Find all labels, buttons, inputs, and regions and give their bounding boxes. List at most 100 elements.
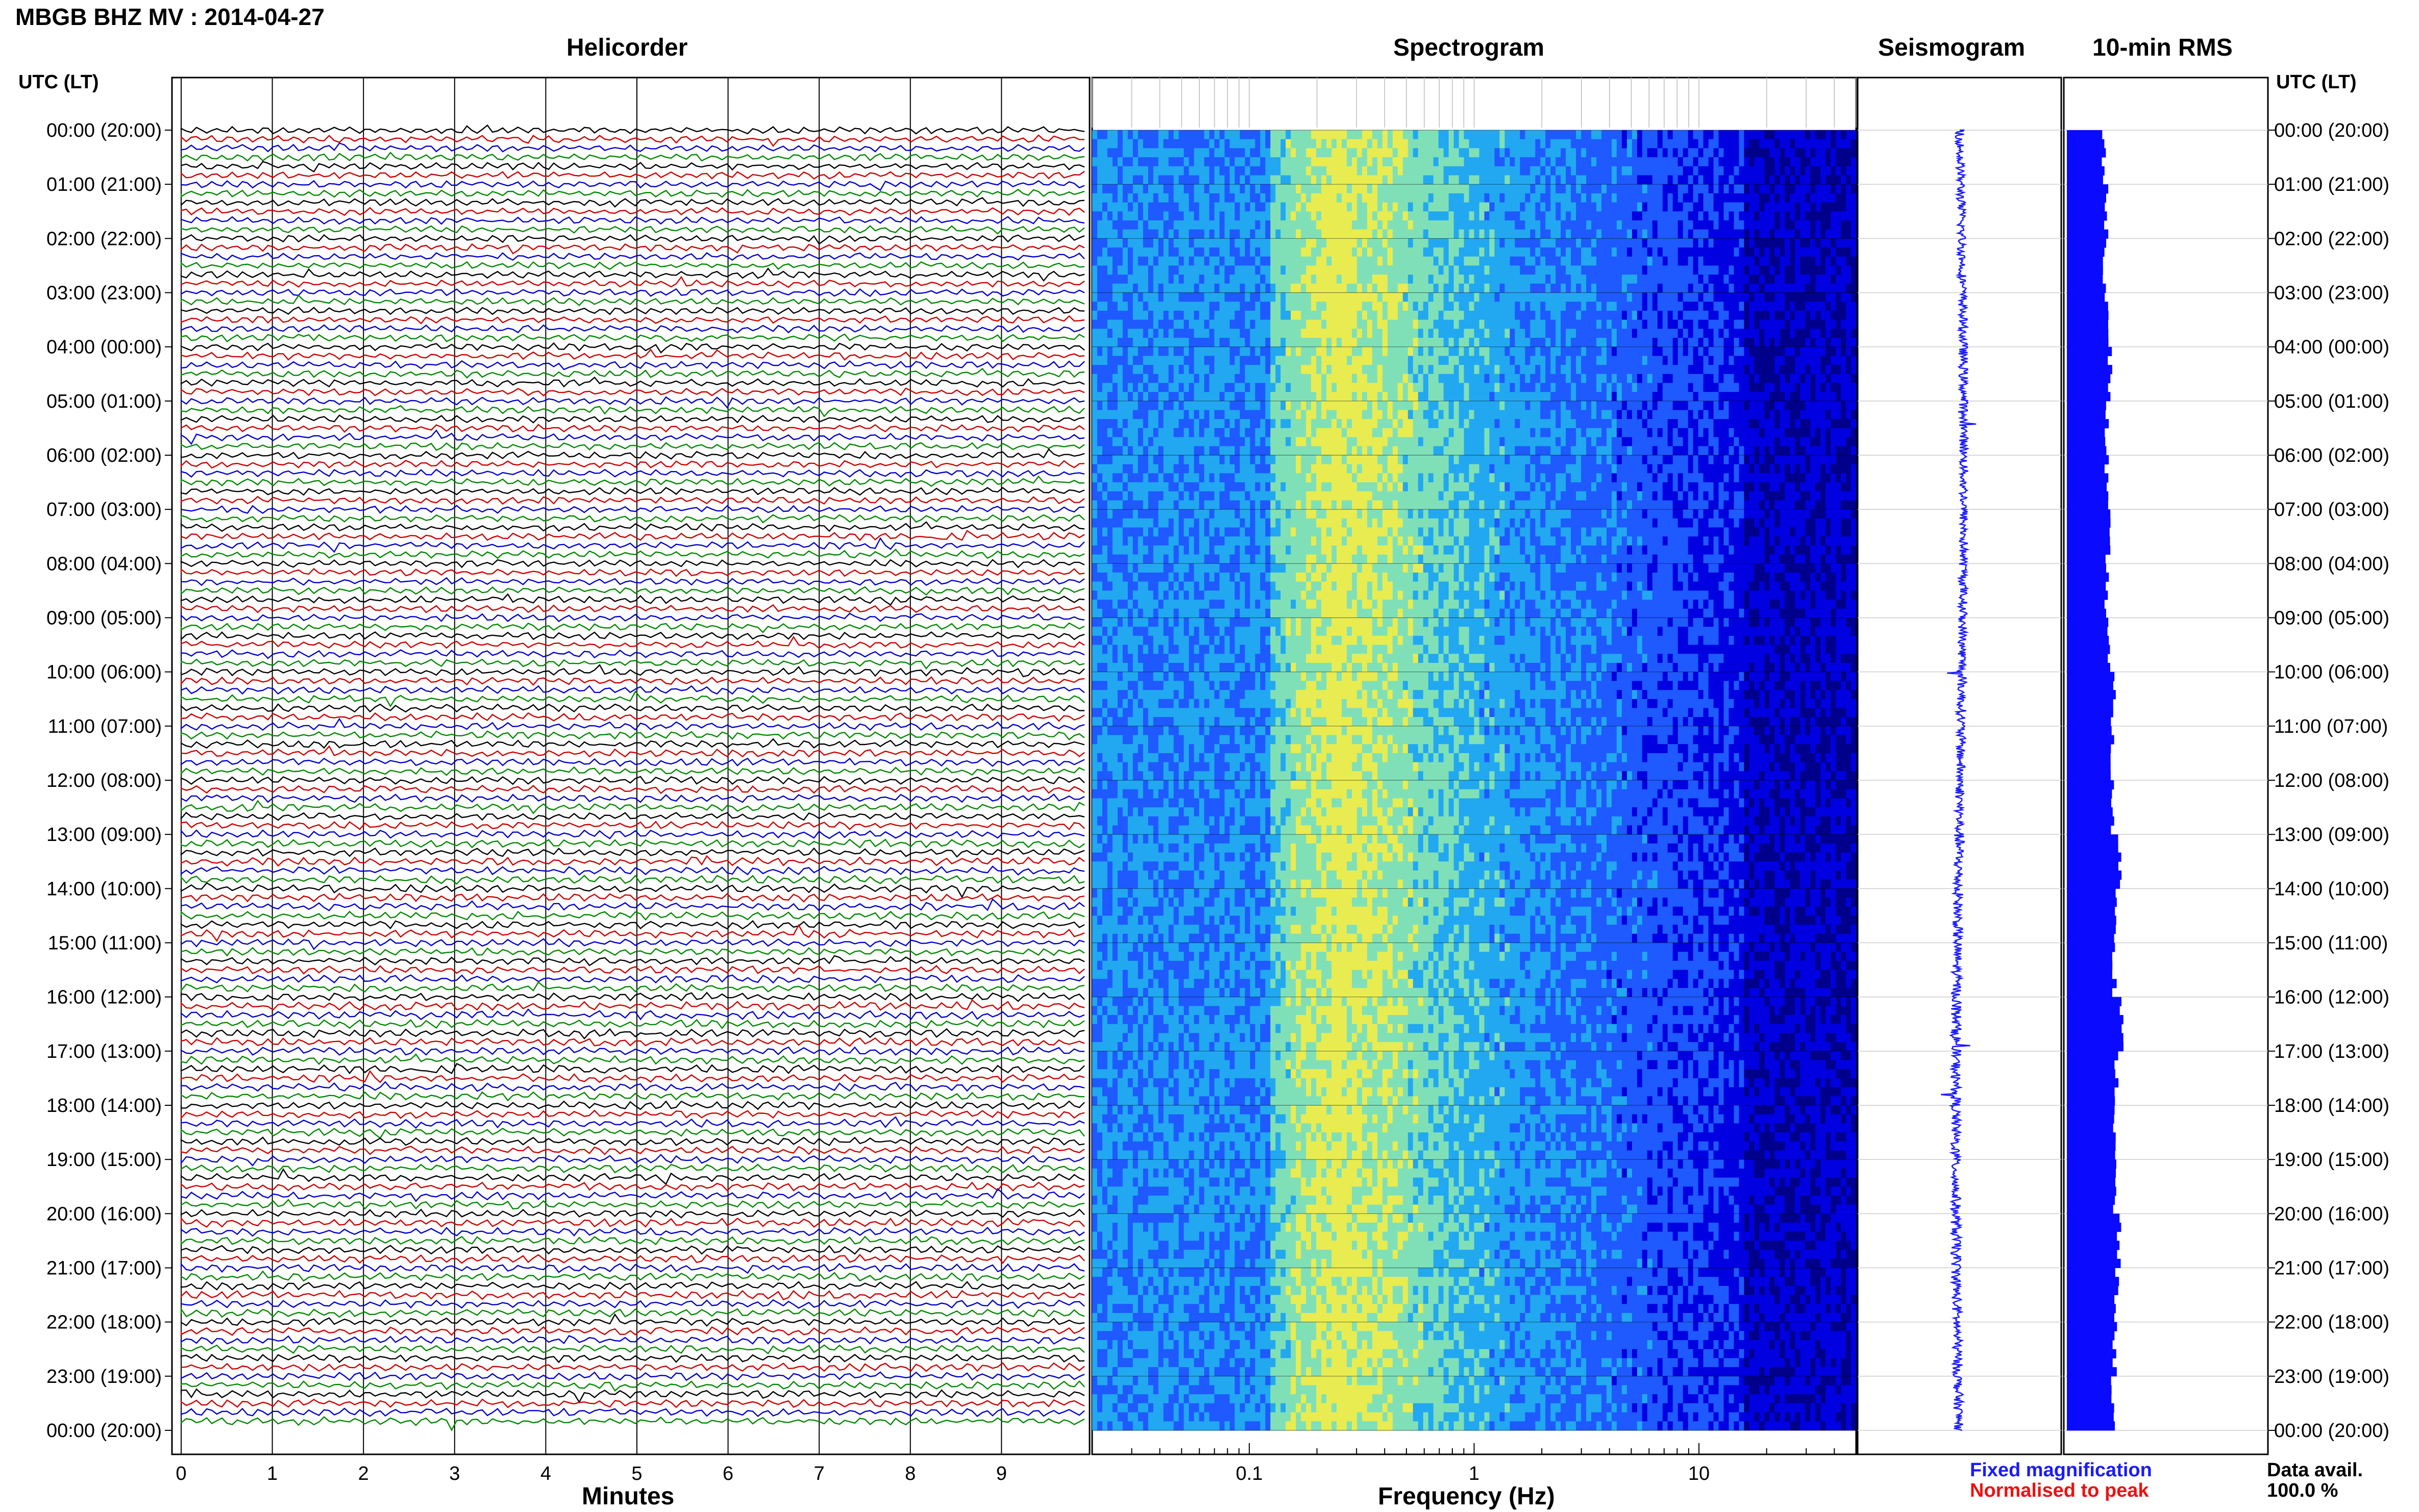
time-label-left: 02:00 (22:00) — [46, 228, 162, 250]
helicorder-trace — [181, 1219, 1084, 1227]
helicorder-trace — [181, 1155, 1084, 1166]
rms-bar — [2067, 925, 2116, 934]
time-label-right: 22:00 (18:00) — [2274, 1312, 2389, 1333]
rms-bar — [2067, 645, 2110, 654]
minute-tick-label: 0 — [176, 1463, 186, 1484]
helicorder-trace — [181, 1020, 1084, 1028]
helicorder-trace — [181, 632, 1084, 640]
time-label-left: 08:00 (04:00) — [46, 553, 162, 575]
rms-bar — [2067, 437, 2105, 447]
rms-bar — [2067, 1196, 2115, 1205]
rms-bar — [2067, 609, 2106, 618]
rms-bar — [2067, 176, 2103, 185]
helicorder-trace — [181, 497, 1084, 504]
time-label-left: 12:00 (08:00) — [46, 770, 162, 791]
rms-bar — [2067, 1213, 2119, 1223]
helicorder-trace — [181, 1291, 1084, 1300]
minute-tick-label: 7 — [814, 1463, 825, 1484]
helicorder-trace — [181, 637, 1084, 648]
helicorder-trace — [181, 1101, 1084, 1109]
helicorder-trace — [181, 665, 1084, 677]
rms-bar — [2067, 1313, 2114, 1322]
helicorder-trace — [181, 677, 1084, 685]
time-label-right: 19:00 (15:00) — [2274, 1149, 2389, 1171]
helicorder-trace — [181, 578, 1084, 585]
helicorder-trace — [181, 171, 1084, 179]
helicorder-trace — [181, 883, 1084, 898]
helicorder-trace — [181, 758, 1084, 766]
helicorder-trace — [181, 1236, 1084, 1245]
rms-bar — [2067, 1169, 2116, 1178]
helicorder-trace — [181, 785, 1084, 793]
rms-bar — [2067, 1178, 2115, 1187]
helicorder-trace — [181, 226, 1084, 234]
helicorder-trace — [181, 839, 1084, 848]
time-label-right: 06:00 (02:00) — [2274, 445, 2389, 466]
helicorder-trace — [181, 431, 1084, 444]
time-label-right: 01:00 (21:00) — [2274, 174, 2389, 195]
helicorder-trace — [181, 993, 1084, 1001]
rms-bar — [2067, 374, 2110, 383]
helicorder-trace — [181, 461, 1084, 468]
rms-bar — [2067, 600, 2105, 609]
time-label-left: 07:00 (03:00) — [46, 499, 162, 520]
helicorder-trace — [181, 350, 1084, 360]
rms-bar — [2067, 888, 2116, 898]
rms-bar — [2067, 970, 2112, 979]
helicorder-trace — [181, 1372, 1084, 1380]
rms-bar — [2067, 853, 2121, 862]
time-label-left: 10:00 (06:00) — [46, 662, 162, 683]
frequency-tick-label: 0.1 — [1236, 1463, 1263, 1484]
rms-bar — [2067, 834, 2118, 844]
helicorder-trace — [181, 1255, 1084, 1263]
time-label-right: 08:00 (04:00) — [2274, 553, 2389, 575]
time-label-left: 11:00 (07:00) — [48, 716, 162, 737]
minute-tick-label: 1 — [267, 1463, 278, 1484]
rms-bar — [2067, 798, 2111, 807]
helicorder-trace — [181, 368, 1084, 378]
helicorder-trace — [181, 719, 1084, 730]
rms-bar — [2067, 627, 2108, 636]
rms-bar — [2067, 1376, 2111, 1385]
helicorder-trace — [181, 1071, 1084, 1082]
rms-bar — [2067, 247, 2105, 257]
helicorder-trace — [181, 1170, 1084, 1184]
helicorder-trace — [181, 1417, 1084, 1430]
time-label-right: 20:00 (16:00) — [2274, 1203, 2389, 1225]
rms-bar — [2067, 1114, 2114, 1124]
rms-bar — [2067, 1051, 2118, 1060]
rms-bar — [2067, 1403, 2114, 1412]
rms-bar — [2067, 157, 2102, 166]
helicorder-trace — [181, 594, 1084, 605]
rms-bar — [2067, 1412, 2114, 1422]
helicorder-trace — [181, 1029, 1084, 1038]
helicorder-trace — [181, 1282, 1084, 1290]
helicorder-trace — [181, 1164, 1084, 1173]
rms-bar — [2067, 536, 2110, 546]
rms-bar — [2067, 915, 2116, 925]
helicorder-trace — [181, 515, 1084, 523]
minute-tick-label: 3 — [449, 1463, 460, 1484]
rms-bar — [2067, 1358, 2113, 1367]
rms-bar — [2067, 211, 2107, 220]
time-label-left: 16:00 (12:00) — [46, 987, 162, 1008]
rms-bar — [2067, 555, 2106, 564]
helicorder-trace — [181, 415, 1084, 423]
rms-bar — [2067, 1385, 2112, 1395]
rms-bar — [2067, 1340, 2113, 1349]
helicorder-trace — [181, 469, 1084, 477]
helicorder-trace — [181, 587, 1084, 595]
helicorder-trace — [181, 1000, 1084, 1010]
helicorder-trace — [181, 325, 1084, 333]
rms-bar — [2067, 1205, 2113, 1214]
helicorder-trace — [181, 406, 1084, 416]
helicorder-trace — [181, 1345, 1084, 1354]
rms-bar — [2067, 139, 2104, 148]
time-label-left: 09:00 (05:00) — [46, 608, 162, 629]
helicorder-trace — [181, 948, 1084, 955]
helicorder-trace — [181, 208, 1084, 215]
helicorder-trace — [181, 295, 1084, 306]
rms-bar — [2067, 582, 2106, 591]
rms-bar — [2067, 979, 2117, 988]
rms-bar — [2067, 1268, 2115, 1277]
